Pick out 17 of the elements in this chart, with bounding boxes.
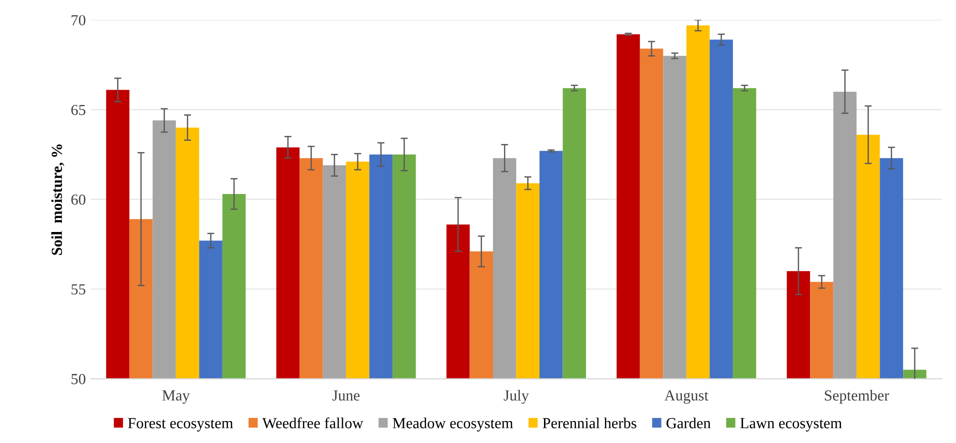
legend-label: Garden [666, 418, 711, 428]
x-tick-label: June [332, 390, 360, 401]
x-tick-label: May [162, 390, 190, 404]
y-axis-title: Soil moisture, % [51, 144, 64, 255]
legend-label: Perennial herbs [542, 418, 636, 428]
y-tick-label: 60 [71, 194, 86, 205]
legend-label: Weedfree fallow [262, 417, 364, 428]
legend-label: Lawn ecosystem [740, 418, 842, 432]
legend-label: Meadow ecosystem [392, 418, 513, 432]
x-tick-label: July [504, 390, 529, 404]
y-tick-label: 50 [72, 374, 86, 384]
y-tick-label: 65 [71, 104, 86, 116]
y-tick-label: 55 [72, 284, 86, 295]
x-tick-label: September [824, 390, 890, 404]
x-tick-label: August [664, 390, 708, 404]
legend-label: Forest ecosystem [128, 418, 234, 432]
y-tick-label: 70 [72, 15, 86, 26]
